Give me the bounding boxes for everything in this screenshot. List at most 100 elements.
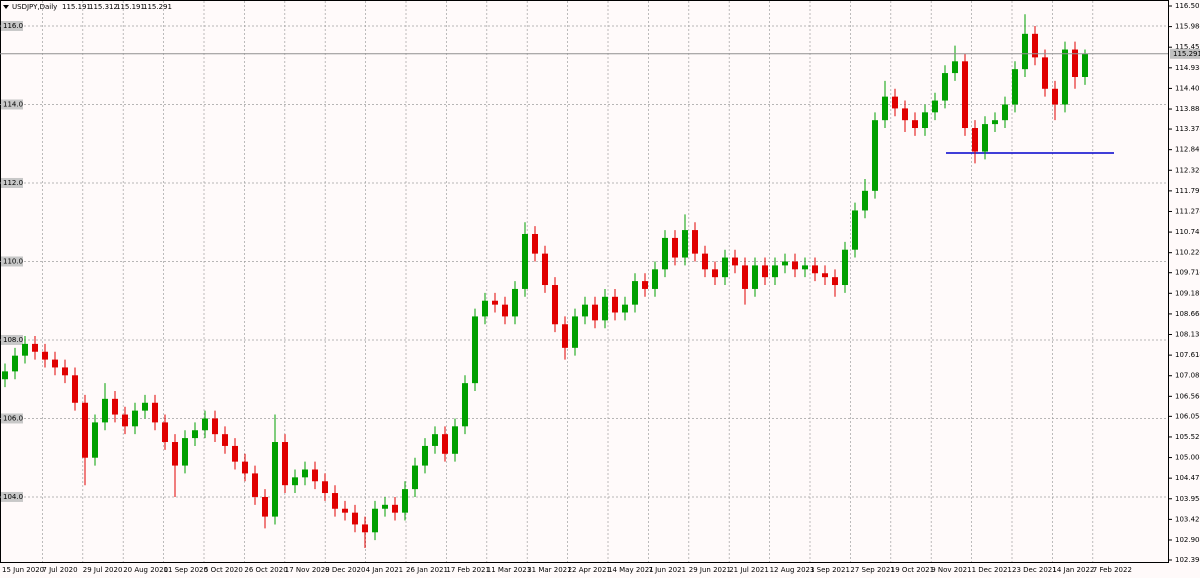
candle-body [22, 343, 28, 356]
candle-body [82, 402, 88, 458]
candle-body [1052, 88, 1058, 105]
candle-body [382, 504, 388, 509]
y-label-box [1, 413, 23, 424]
candle-body [1072, 49, 1078, 78]
x-tick-label: 11 Mar 2021 [487, 566, 531, 574]
candle-body [502, 304, 508, 317]
x-tick-label: 11 Sep 2020 [164, 566, 208, 574]
x-tick-label: 7 Jul 2020 [42, 566, 77, 574]
candle-body [892, 96, 898, 109]
candle-body [652, 269, 658, 289]
candle-body [712, 269, 718, 278]
candle-body [102, 398, 108, 423]
y-label-box [1, 491, 23, 502]
x-tick-label: 7 Jun 2021 [648, 566, 686, 574]
candle-body [622, 304, 628, 313]
candle-body [842, 249, 848, 286]
candle-body [472, 316, 478, 384]
candle-body [182, 438, 188, 466]
candle-body [992, 120, 998, 125]
y-scale-label: 104.479 [1175, 474, 1200, 482]
candle-body [202, 418, 208, 431]
candle-body [912, 120, 918, 129]
candle-body [852, 210, 858, 250]
x-tick-label: 5 Oct 2020 [204, 566, 243, 574]
y-tick-label: 116.0 [3, 22, 23, 30]
header-ohlc: 115.191 [62, 3, 91, 11]
candle-body [1082, 53, 1088, 78]
price-label: 115.291 [1173, 50, 1200, 58]
candle-body [552, 285, 558, 325]
candle-body [362, 524, 368, 533]
x-tick-label: 15 Jun 2020 [2, 566, 44, 574]
x-tick-label: 9 Dec 2020 [325, 566, 365, 574]
y-tick-label: 110.0 [3, 257, 23, 265]
y-tick-label: 104.0 [3, 493, 23, 501]
candle-body [522, 233, 528, 289]
candle-body [442, 434, 448, 454]
candle-body [602, 296, 608, 321]
candle-body [882, 96, 888, 121]
candle-body [242, 461, 248, 474]
y-scale-label: 108.664 [1175, 310, 1200, 318]
y-scale-label: 102.904 [1175, 536, 1200, 544]
candle-body [782, 261, 788, 266]
candle-body [872, 120, 878, 191]
candle-body [862, 190, 868, 211]
candle-body [762, 265, 768, 278]
candle-body [322, 481, 328, 494]
candle-body [902, 108, 908, 121]
candle-body [1002, 104, 1008, 121]
candle-body [452, 426, 458, 454]
candle-body [942, 73, 948, 101]
y-scale-label: 110.749 [1175, 228, 1200, 236]
candle-body [392, 504, 398, 513]
candle-body [722, 257, 728, 278]
x-tick-label: 20 Aug 2020 [123, 566, 168, 574]
candle-body [312, 469, 318, 482]
y-tick-label: 108.0 [3, 336, 23, 344]
x-tick-label: 19 Oct 2021 [891, 566, 934, 574]
candle-body [292, 477, 298, 486]
candle-body [372, 508, 378, 533]
candle-body [42, 351, 48, 360]
candle-body [352, 512, 358, 525]
y-label-box [1, 177, 23, 188]
candle-body [922, 112, 928, 129]
candle-body [482, 300, 488, 317]
candle-body [2, 371, 8, 380]
candle-body [682, 230, 688, 258]
y-label-box [1, 20, 23, 31]
x-tick-label: 17 Feb 2021 [446, 566, 490, 574]
y-scale-label: 102.394 [1175, 556, 1200, 564]
y-scale-label: 103.429 [1175, 515, 1200, 523]
candle-body [252, 473, 258, 497]
candle-body [932, 100, 938, 113]
x-tick-label: 26 Jan 2021 [406, 566, 448, 574]
candle-body [822, 273, 828, 278]
x-tick-label: 22 Apr 2021 [568, 566, 611, 574]
x-tick-label: 21 Jul 2021 [729, 566, 769, 574]
y-scale-label: 111.799 [1175, 187, 1200, 195]
candle-body [1032, 33, 1038, 58]
y-scale-label: 107.614 [1175, 351, 1200, 359]
candle-body [172, 442, 178, 466]
y-label-box [1, 99, 23, 110]
x-tick-label: 14 Jan 2022 [1052, 566, 1094, 574]
menu-arrow [3, 5, 9, 9]
candle-body [542, 253, 548, 286]
candle-body [402, 489, 408, 513]
candle-body [972, 128, 978, 152]
candle-body [492, 300, 498, 305]
x-tick-label: 4 Jan 2021 [366, 566, 404, 574]
candle-body [432, 434, 438, 446]
candle-body [142, 402, 148, 411]
candle-body [662, 237, 668, 270]
x-tick-label: 1 Dec 2021 [972, 566, 1012, 574]
candle-body [12, 355, 18, 372]
price-label-box [1170, 48, 1200, 59]
candle-body [802, 265, 808, 270]
y-scale-label: 114.934 [1175, 64, 1200, 72]
